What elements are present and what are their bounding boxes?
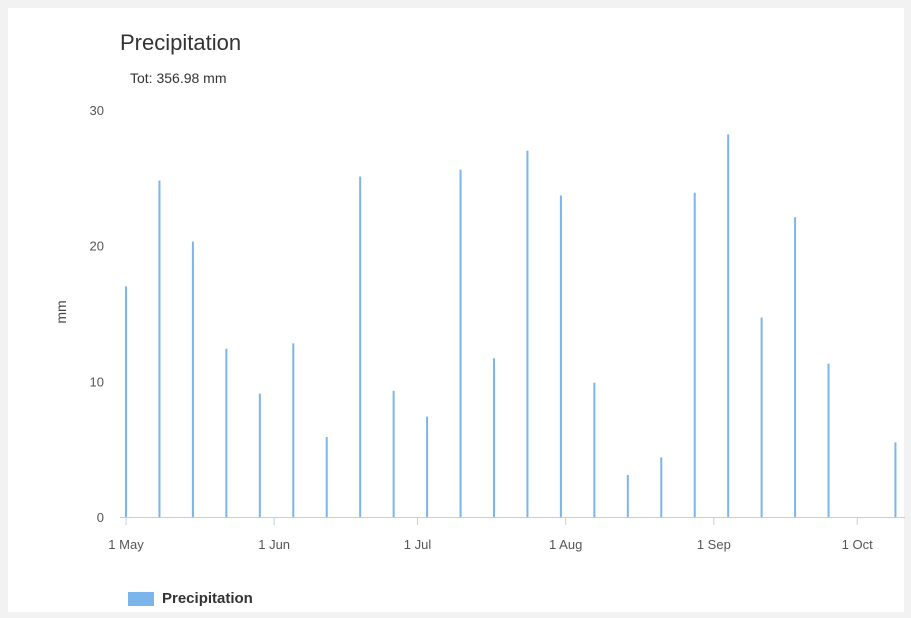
bar[interactable] (660, 457, 663, 517)
bar[interactable] (727, 134, 730, 518)
bar[interactable] (526, 150, 529, 517)
chart-card (8, 8, 904, 612)
bar[interactable] (325, 436, 328, 517)
y-axis-label: mm (53, 300, 69, 323)
bar[interactable] (492, 358, 495, 517)
bar-series (125, 134, 897, 518)
bar[interactable] (258, 393, 261, 517)
bar[interactable] (827, 363, 830, 517)
bar[interactable] (693, 192, 696, 518)
bar[interactable] (191, 241, 194, 517)
x-tick-label: 1 Oct (842, 537, 873, 552)
y-tick-label: 30 (90, 103, 104, 118)
y-tick-label: 0 (97, 510, 104, 525)
x-tick-label: 1 May (108, 537, 144, 552)
bar[interactable] (894, 442, 897, 517)
bar[interactable] (459, 169, 462, 517)
bar[interactable] (794, 217, 797, 517)
bar[interactable] (593, 382, 596, 517)
y-tick-label: 10 (90, 374, 104, 389)
legend-label: Precipitation (162, 590, 253, 607)
bar[interactable] (225, 348, 228, 517)
bar[interactable] (559, 195, 562, 517)
x-tick-label: 1 Jul (404, 537, 432, 552)
x-tick-label: 1 Aug (549, 537, 582, 552)
bar[interactable] (158, 180, 161, 517)
y-tick-label: 20 (90, 239, 104, 254)
x-tick-label: 1 Sep (697, 537, 731, 552)
bar[interactable] (359, 176, 362, 517)
bar[interactable] (760, 317, 763, 517)
chart-subtitle: Tot: 356.98 mm (130, 70, 227, 86)
bar[interactable] (426, 416, 429, 517)
bar[interactable] (392, 390, 395, 517)
legend[interactable]: Precipitation (128, 590, 253, 607)
bar[interactable] (626, 474, 629, 517)
chart-title: Precipitation (120, 30, 242, 55)
y-axis-ticks: 0 10 20 30 (90, 103, 104, 525)
x-tick-label: 1 Jun (258, 537, 290, 552)
x-axis-ticks: 1 May 1 Jun 1 Jul 1 Aug 1 Sep 1 Oct (108, 517, 873, 552)
bar[interactable] (125, 286, 127, 517)
bar[interactable] (292, 343, 295, 517)
legend-swatch (128, 591, 154, 606)
